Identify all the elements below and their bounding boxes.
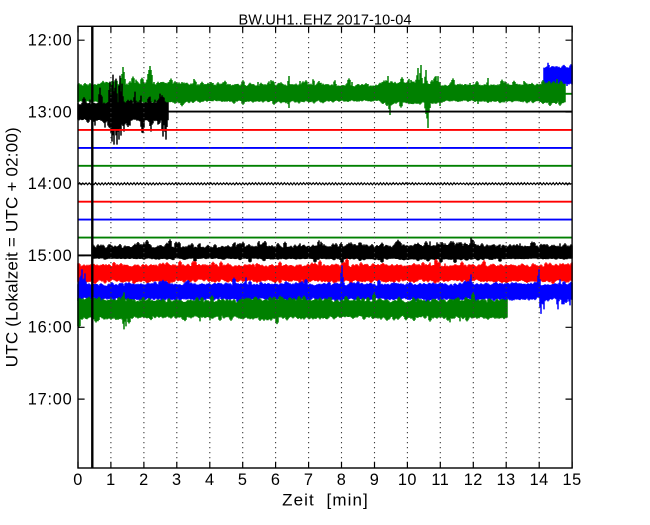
svg-text:11: 11: [431, 471, 449, 489]
svg-text:0: 0: [73, 471, 83, 489]
svg-text:BW.UH1..EHZ 2017-10-04: BW.UH1..EHZ 2017-10-04: [238, 13, 411, 29]
svg-text:12:00: 12:00: [28, 32, 73, 50]
svg-text:9: 9: [370, 471, 380, 489]
svg-text:13: 13: [497, 471, 516, 489]
svg-text:8: 8: [337, 471, 347, 489]
svg-text:7: 7: [304, 471, 314, 489]
svg-text:12: 12: [464, 471, 483, 489]
svg-text:Zeit [min]: Zeit [min]: [282, 491, 369, 510]
svg-text:6: 6: [271, 471, 281, 489]
svg-text:13:00: 13:00: [28, 103, 73, 121]
svg-text:4: 4: [205, 471, 215, 489]
svg-text:14: 14: [530, 471, 549, 489]
svg-text:15: 15: [563, 471, 582, 489]
svg-text:UTC (Lokalzeit = UTC + 02:00): UTC (Lokalzeit = UTC + 02:00): [2, 127, 21, 367]
svg-text:5: 5: [238, 471, 248, 489]
svg-text:16:00: 16:00: [28, 319, 73, 337]
svg-text:2: 2: [139, 471, 149, 489]
svg-text:10: 10: [398, 471, 417, 489]
svg-text:14:00: 14:00: [28, 175, 73, 193]
svg-text:1: 1: [106, 471, 116, 489]
svg-text:17:00: 17:00: [28, 390, 73, 408]
svg-text:15:00: 15:00: [28, 247, 73, 265]
svg-text:3: 3: [172, 471, 182, 489]
